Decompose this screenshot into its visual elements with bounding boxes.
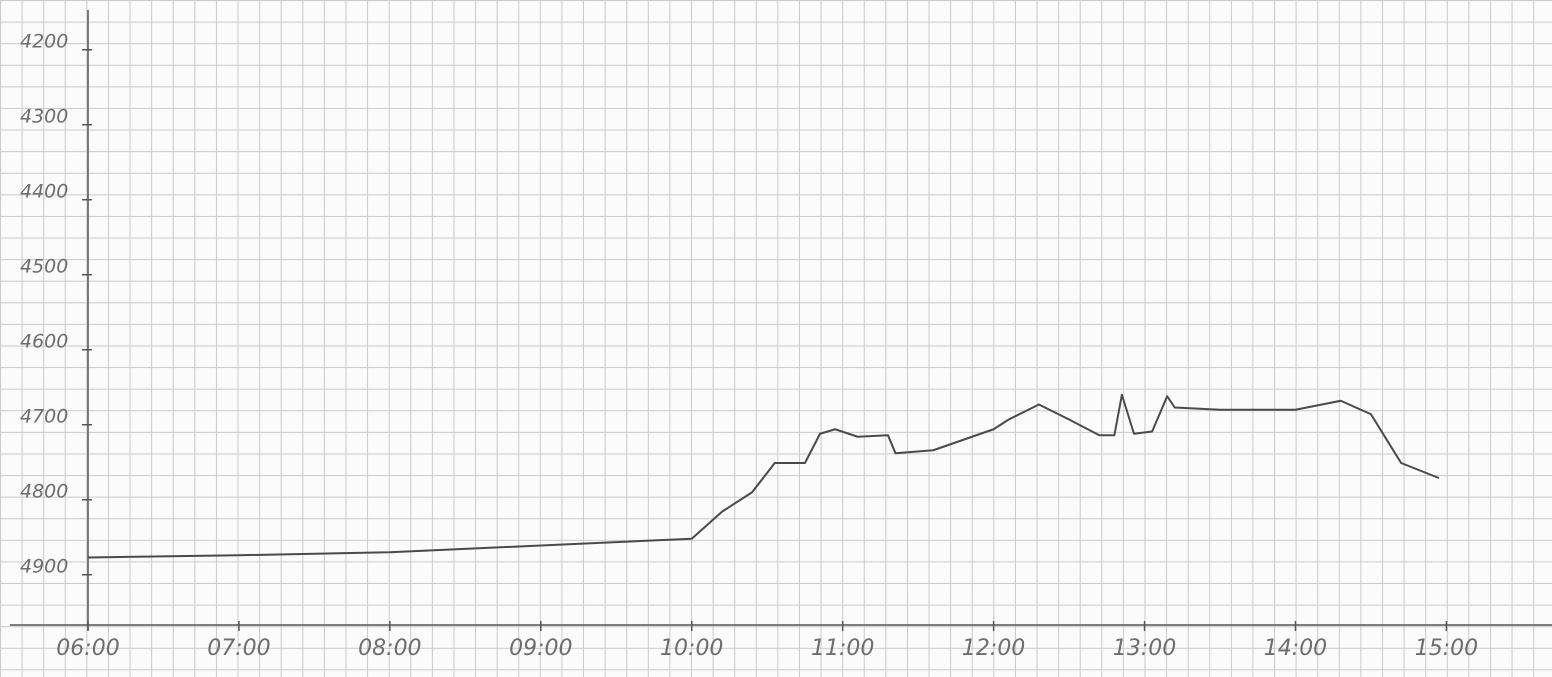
y-tick-label: 4500 <box>20 255 68 277</box>
x-tick-label: 13:00 <box>1113 636 1176 661</box>
x-tick-label: 08:00 <box>358 636 421 661</box>
y-tick-label: 4700 <box>20 405 68 427</box>
x-tick-label: 10:00 <box>660 636 723 661</box>
y-tick-label: 4900 <box>20 555 68 577</box>
x-tick-label: 07:00 <box>207 636 270 661</box>
x-tick-label: 06:00 <box>56 636 119 661</box>
x-tick-label: 15:00 <box>1415 636 1478 661</box>
x-tick-label: 11:00 <box>811 636 874 661</box>
y-tick-label: 4600 <box>20 330 68 352</box>
y-tick-label: 4400 <box>20 180 68 202</box>
x-tick-label: 12:00 <box>962 636 1025 661</box>
y-tick-label: 4200 <box>20 30 68 52</box>
y-tick-label: 4300 <box>20 105 68 127</box>
x-tick-label: 09:00 <box>509 636 572 661</box>
x-tick-label: 14:00 <box>1264 636 1327 661</box>
data-line <box>87 393 1440 559</box>
y-tick-label: 4800 <box>20 480 68 502</box>
